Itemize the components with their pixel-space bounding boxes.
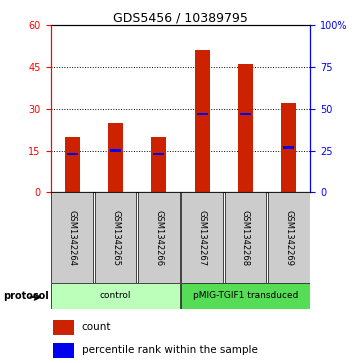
FancyBboxPatch shape [138, 192, 180, 283]
FancyBboxPatch shape [225, 192, 266, 283]
FancyBboxPatch shape [181, 283, 310, 309]
Text: GSM1342268: GSM1342268 [241, 210, 250, 266]
FancyBboxPatch shape [181, 192, 223, 283]
Bar [108, 123, 123, 192]
FancyBboxPatch shape [51, 192, 93, 283]
Bar [65, 137, 80, 192]
FancyBboxPatch shape [51, 283, 180, 309]
Bar [53, 320, 74, 335]
Bar [238, 64, 253, 192]
Text: GSM1342267: GSM1342267 [198, 210, 206, 266]
Text: protocol: protocol [4, 291, 49, 301]
Text: control: control [100, 291, 131, 300]
Bar [153, 152, 164, 155]
Text: percentile rank within the sample: percentile rank within the sample [82, 345, 258, 355]
FancyBboxPatch shape [268, 192, 310, 283]
Title: GDS5456 / 10389795: GDS5456 / 10389795 [113, 11, 248, 24]
Text: pMIG-TGIF1 transduced: pMIG-TGIF1 transduced [193, 291, 298, 300]
FancyBboxPatch shape [95, 192, 136, 283]
Bar [195, 50, 210, 192]
Bar [151, 137, 166, 192]
Bar [53, 343, 74, 358]
Bar [67, 152, 78, 155]
Bar [197, 113, 208, 115]
Text: GSM1342269: GSM1342269 [284, 210, 293, 266]
Bar [240, 113, 251, 115]
Bar [281, 103, 296, 192]
Bar [283, 146, 294, 149]
Text: GSM1342266: GSM1342266 [155, 210, 163, 266]
Text: GSM1342265: GSM1342265 [111, 210, 120, 266]
Text: GSM1342264: GSM1342264 [68, 210, 77, 266]
Text: count: count [82, 322, 111, 333]
Bar [110, 149, 121, 152]
